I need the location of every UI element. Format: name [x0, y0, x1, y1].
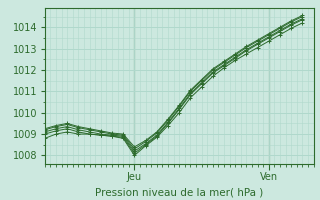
- X-axis label: Pression niveau de la mer( hPa ): Pression niveau de la mer( hPa ): [95, 188, 263, 198]
